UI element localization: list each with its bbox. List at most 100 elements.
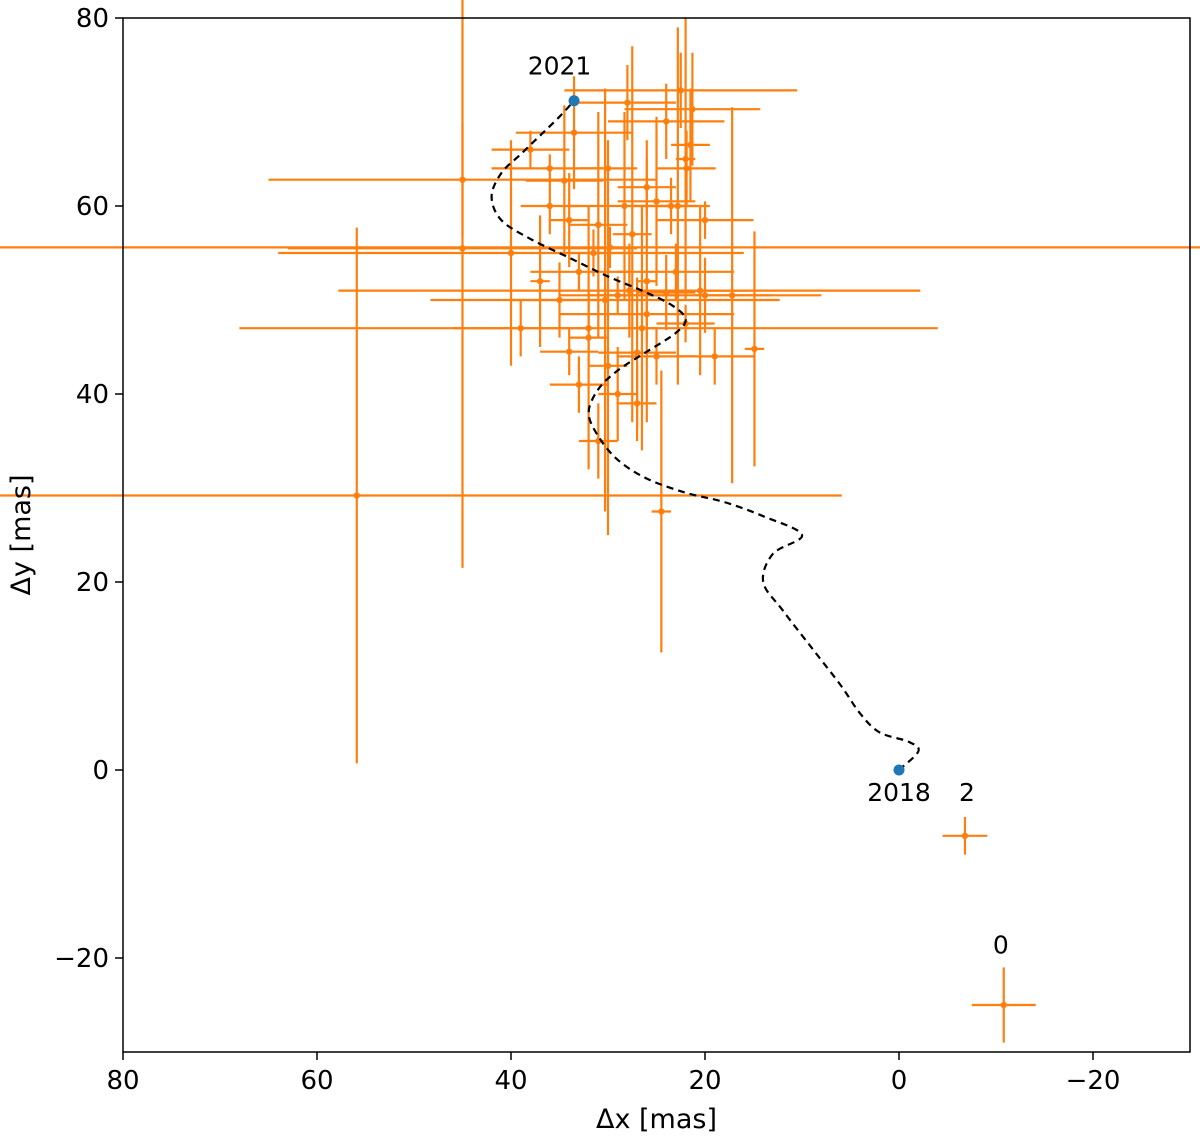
trajectory-line: [490, 99, 920, 771]
data-point: [459, 176, 466, 183]
errorbar-2: [942, 817, 988, 855]
data-point: [536, 278, 544, 285]
data-point: [566, 348, 573, 355]
errorbar-background: [549, 173, 589, 268]
plot-frame: [122, 17, 1191, 1053]
data-point: [658, 508, 665, 515]
endpoint-layer: [568, 95, 905, 776]
errorbar-layer: [0, 0, 1200, 1043]
x-tick-label: 80: [106, 1066, 139, 1096]
data-point: [711, 353, 718, 360]
data-point: [643, 310, 650, 318]
data-point: [1000, 1001, 1007, 1009]
errorbar-background: [578, 140, 638, 197]
annotation-2018: 2018: [867, 778, 931, 807]
data-point: [595, 221, 602, 228]
annotation-layer: 2021 2018 2 0: [528, 51, 1009, 959]
data-point: [601, 296, 609, 304]
errorbar-measurements: [287, 0, 638, 568]
errorbar-measurements: [239, 290, 938, 366]
y-tick-label: 80: [76, 4, 109, 34]
data-point: [604, 362, 612, 369]
endpoint-2018: [893, 764, 905, 776]
data-point: [585, 325, 592, 332]
data-point: [663, 118, 670, 125]
data-point: [677, 87, 684, 94]
errorbar-measurements: [744, 231, 765, 467]
data-point: [701, 216, 709, 224]
data-point: [633, 349, 641, 356]
annotation-2021: 2021: [528, 51, 592, 80]
errorbar-measurements: [598, 347, 638, 441]
data-point: [961, 832, 969, 839]
errorbar-measurements: [525, 105, 604, 256]
data-point: [614, 390, 621, 398]
x-tick-label: 40: [494, 1066, 527, 1096]
data-point: [507, 249, 515, 257]
errorbar-background: [549, 356, 608, 413]
x-tick-label: 0: [891, 1066, 908, 1096]
errorbar-measurements: [693, 107, 771, 484]
y-tick-label: 40: [76, 380, 109, 410]
data-point: [575, 381, 583, 388]
data-point: [604, 165, 612, 172]
y-tick-label: 0: [92, 756, 109, 786]
errorbar-0: [971, 967, 1036, 1043]
data-point: [575, 268, 583, 275]
errorbar-background: [617, 328, 696, 385]
data-point: [527, 146, 534, 153]
data-point: [751, 345, 758, 353]
errorbar-measurements: [566, 112, 683, 300]
data-point: [624, 99, 631, 106]
y-tick-label: −20: [54, 944, 109, 974]
data-point: [689, 105, 696, 113]
errorbar-background: [656, 201, 754, 239]
errorbar-measurements: [338, 243, 921, 338]
y-tick-label: 20: [76, 568, 109, 598]
errorbar-measurements: [657, 130, 716, 206]
annotation-2: 2: [959, 778, 975, 807]
data-point: [643, 278, 650, 285]
data-point: [546, 165, 553, 172]
data-point: [566, 216, 573, 224]
data-point: [653, 198, 660, 205]
errorbar-measurements: [564, 52, 798, 128]
errorbar-measurements: [0, 226, 1200, 269]
x-axis-label: Δx [mas]: [596, 1104, 717, 1135]
errorbar-background: [530, 253, 628, 291]
errorbar-background: [608, 83, 725, 159]
data-point: [653, 353, 660, 360]
errorbar-background: [578, 65, 676, 141]
annotation-0: 0: [993, 930, 1009, 959]
y-axis-label: Δy [mas]: [6, 474, 37, 595]
data-point: [570, 129, 578, 136]
data-point: [728, 292, 736, 299]
data-point: [546, 202, 553, 210]
errorbar-background: [578, 403, 618, 479]
errorbar-measurements: [651, 370, 672, 653]
y-tick-label: 60: [76, 192, 109, 222]
x-tick-label: −20: [1066, 1066, 1121, 1096]
errorbar-measurements: [0, 227, 842, 764]
data-point: [683, 165, 690, 172]
errorbar-measurements: [278, 140, 744, 366]
data-point: [643, 184, 650, 191]
data-point: [672, 268, 680, 275]
data-point: [606, 244, 614, 251]
errorbar-measurements: [430, 88, 780, 512]
errorbar-background: [617, 116, 696, 286]
errorbar-background: [530, 215, 550, 347]
data-point: [626, 287, 633, 294]
data-point: [561, 177, 568, 184]
errorbar-background: [491, 130, 570, 169]
data-point: [353, 492, 360, 499]
errorbar-measurements: [624, 52, 761, 166]
data-point: [621, 202, 628, 210]
errorbar-measurements: [598, 277, 676, 428]
x-tick-label: 60: [300, 1066, 333, 1096]
x-tick-label: 20: [688, 1066, 721, 1096]
errorbar-measurements: [515, 76, 633, 190]
trajectory-layer: [490, 99, 920, 771]
